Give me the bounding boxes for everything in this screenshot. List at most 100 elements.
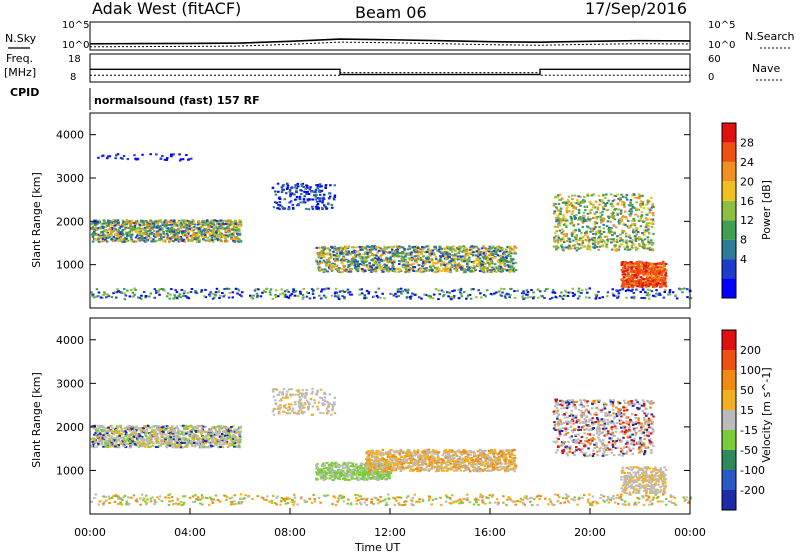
- heatmap-cell: [651, 218, 655, 221]
- heatmap-cell: [93, 433, 96, 436]
- heatmap-cell: [221, 225, 224, 228]
- heatmap-cell: [321, 201, 324, 204]
- heatmap-cell: [573, 214, 576, 217]
- heatmap-cell: [192, 232, 196, 234]
- heatmap-cell: [595, 211, 598, 214]
- heatmap-cell: [452, 259, 455, 262]
- heatmap-cell: [319, 193, 322, 196]
- heatmap-cell: [664, 274, 668, 277]
- heatmap-cell: [632, 218, 635, 220]
- heatmap-cell: [253, 289, 257, 292]
- heatmap-cell: [382, 270, 385, 273]
- heatmap-cell: [227, 225, 231, 228]
- heatmap-cell: [226, 235, 230, 238]
- heatmap-cell: [275, 201, 278, 204]
- heatmap-cell: [432, 253, 435, 255]
- heatmap-cell: [128, 232, 131, 235]
- heatmap-cell: [489, 254, 492, 256]
- heatmap-cell: [647, 241, 650, 244]
- heatmap-cell: [607, 229, 611, 232]
- heatmap-cell: [388, 251, 392, 254]
- heatmap-cell: [193, 225, 196, 228]
- heatmap-cell: [565, 291, 568, 294]
- heatmap-cell: [124, 233, 127, 236]
- heatmap-cell: [145, 431, 149, 434]
- heatmap-cell: [169, 293, 172, 296]
- heatmap-cell: [508, 246, 511, 249]
- heatmap-cell: [460, 295, 463, 298]
- heatmap-cell: [425, 266, 428, 269]
- heatmap-cell: [269, 290, 272, 292]
- heatmap-cell: [461, 265, 465, 268]
- heatmap-cell: [90, 223, 94, 226]
- heatmap-cell: [562, 249, 565, 252]
- heatmap-cell: [291, 203, 294, 206]
- heatmap-cell: [470, 266, 473, 269]
- heatmap-cell: [328, 197, 331, 200]
- heatmap-cell: [159, 220, 163, 223]
- heatmap-cell: [546, 287, 549, 290]
- nsearch-line: [89, 41, 691, 48]
- heatmap-cell: [618, 289, 622, 292]
- colorbar-segment: [722, 123, 736, 143]
- heatmap-cell: [403, 252, 406, 255]
- heatmap-cell: [449, 262, 453, 265]
- heatmap-cell: [391, 261, 394, 264]
- heatmap-cell: [406, 264, 409, 267]
- heatmap-cell: [133, 224, 137, 227]
- heatmap-cell: [589, 230, 592, 233]
- heatmap-cell: [481, 254, 485, 257]
- heatmap-cell: [140, 294, 143, 297]
- heatmap-cell: [162, 221, 166, 224]
- heatmap-cell: [370, 266, 374, 269]
- heatmap-cell: [337, 294, 340, 297]
- heatmap-cell: [433, 247, 437, 250]
- heatmap-cell: [162, 240, 166, 243]
- heatmap-cell: [554, 232, 557, 235]
- heatmap-cell: [101, 296, 104, 299]
- heatmap-cell: [350, 258, 354, 261]
- heatmap-cell: [320, 249, 323, 252]
- heatmap-cell: [92, 443, 95, 446]
- heatmap-cell: [117, 229, 121, 232]
- heatmap-cell: [183, 431, 187, 434]
- heatmap-cell: [340, 258, 343, 261]
- heatmap-cell: [110, 227, 114, 230]
- heatmap-cell: [430, 258, 434, 261]
- heatmap-cell: [407, 253, 410, 256]
- heatmap-cell: [609, 228, 613, 231]
- heatmap-cell: [376, 251, 379, 254]
- heatmap-cell: [580, 243, 583, 246]
- heatmap-cell: [477, 260, 481, 262]
- heatmap-cell: [323, 204, 326, 207]
- heatmap-cell: [175, 232, 178, 235]
- heatmap-cell: [493, 292, 496, 295]
- heatmap-cell: [388, 246, 392, 249]
- heatmap-cell: [620, 243, 623, 246]
- heatmap-cell: [217, 237, 221, 240]
- heatmap-cell: [196, 236, 199, 239]
- heatmap-cell: [636, 282, 639, 285]
- heatmap-cell: [629, 214, 632, 217]
- heatmap-cell: [503, 261, 506, 264]
- heatmap-cell: [327, 259, 330, 262]
- heatmap-cell: [350, 267, 354, 270]
- heatmap-cell: [178, 436, 181, 439]
- heatmap-cell: [138, 238, 141, 241]
- heatmap-cell: [512, 247, 515, 250]
- heatmap-cell: [329, 266, 332, 269]
- heatmap-cell: [592, 243, 595, 246]
- heatmap-cell: [652, 214, 655, 217]
- heatmap-cell: [554, 203, 557, 206]
- heatmap-cell: [385, 247, 388, 250]
- heatmap-cell: [210, 219, 214, 222]
- heatmap-cell: [97, 295, 100, 298]
- heatmap-cell: [632, 297, 636, 300]
- heatmap-cell: [292, 288, 295, 291]
- heatmap-cell: [313, 296, 316, 299]
- heatmap-cell: [107, 223, 111, 226]
- heatmap-cell: [126, 158, 130, 161]
- heatmap-cell: [188, 227, 191, 230]
- heatmap-cell: [408, 257, 411, 260]
- heatmap-cell: [137, 446, 141, 449]
